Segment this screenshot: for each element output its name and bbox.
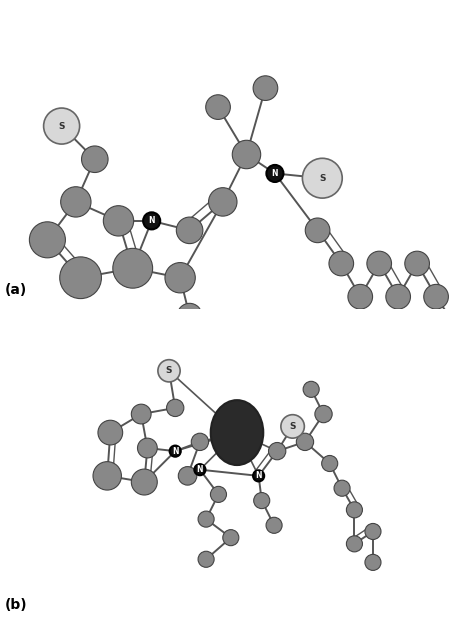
Circle shape	[253, 76, 278, 101]
Text: S: S	[319, 174, 326, 183]
Circle shape	[315, 405, 332, 423]
Circle shape	[302, 158, 342, 198]
Circle shape	[93, 462, 121, 490]
Circle shape	[178, 467, 197, 485]
Circle shape	[176, 217, 203, 243]
Circle shape	[266, 517, 282, 533]
Text: N: N	[272, 169, 278, 178]
Circle shape	[165, 263, 195, 293]
Circle shape	[158, 360, 180, 382]
Text: S: S	[289, 422, 296, 431]
Circle shape	[61, 187, 91, 217]
Circle shape	[346, 502, 363, 518]
Text: N: N	[148, 216, 155, 226]
Circle shape	[194, 464, 206, 475]
Circle shape	[386, 284, 410, 309]
Text: (a): (a)	[5, 282, 27, 297]
Circle shape	[329, 251, 354, 276]
Circle shape	[254, 493, 270, 509]
Circle shape	[131, 469, 157, 495]
Circle shape	[303, 381, 319, 397]
Circle shape	[191, 433, 209, 451]
Circle shape	[82, 146, 108, 172]
Circle shape	[137, 438, 157, 458]
Circle shape	[253, 470, 264, 481]
Text: S: S	[58, 122, 65, 130]
Circle shape	[266, 165, 283, 182]
Circle shape	[198, 551, 214, 567]
Text: N: N	[197, 465, 203, 474]
Circle shape	[210, 486, 227, 502]
Circle shape	[166, 399, 184, 417]
Circle shape	[143, 213, 160, 229]
Text: N: N	[255, 472, 262, 480]
Circle shape	[29, 222, 65, 258]
Circle shape	[223, 530, 239, 546]
Circle shape	[296, 433, 314, 451]
Text: (b): (b)	[5, 598, 27, 612]
Circle shape	[268, 442, 286, 460]
Circle shape	[365, 554, 381, 570]
Circle shape	[198, 511, 214, 527]
Circle shape	[348, 284, 373, 309]
Ellipse shape	[211, 400, 263, 465]
Circle shape	[322, 455, 338, 472]
Circle shape	[365, 523, 381, 540]
Circle shape	[44, 108, 80, 144]
Circle shape	[334, 480, 350, 496]
Circle shape	[103, 206, 134, 236]
Circle shape	[206, 95, 230, 119]
Circle shape	[60, 257, 101, 298]
Circle shape	[367, 251, 392, 276]
Circle shape	[170, 446, 181, 457]
Text: S: S	[166, 366, 172, 375]
Circle shape	[443, 313, 467, 337]
Circle shape	[405, 251, 429, 276]
Circle shape	[232, 140, 261, 169]
Circle shape	[98, 420, 123, 445]
Circle shape	[177, 303, 202, 328]
Circle shape	[281, 415, 304, 438]
Text: N: N	[172, 447, 178, 455]
Circle shape	[131, 404, 151, 424]
Circle shape	[305, 218, 330, 243]
Circle shape	[113, 248, 153, 288]
Circle shape	[209, 188, 237, 216]
Circle shape	[424, 284, 448, 309]
Circle shape	[346, 536, 363, 552]
